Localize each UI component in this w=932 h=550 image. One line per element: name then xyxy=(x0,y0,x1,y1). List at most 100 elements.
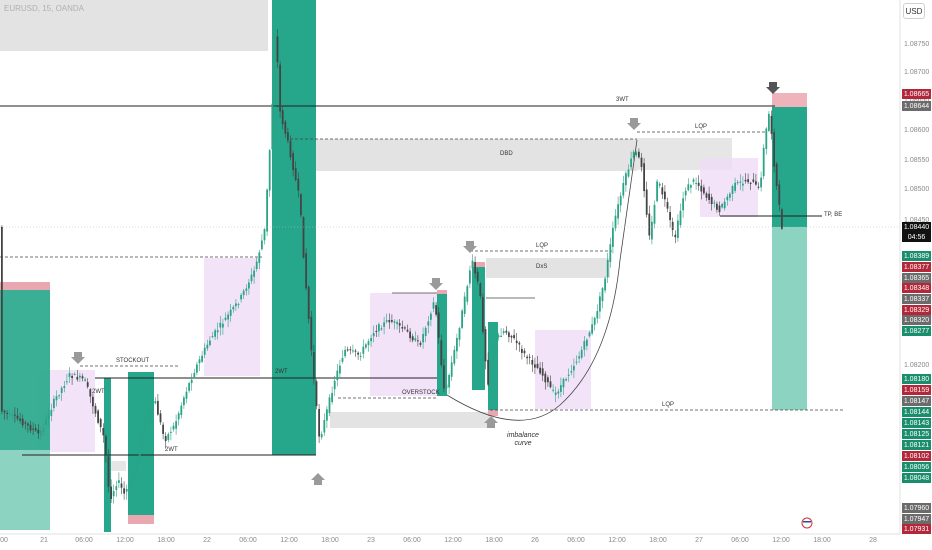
candle-body xyxy=(144,419,146,434)
candle-body xyxy=(661,187,664,195)
candle-body xyxy=(617,204,619,219)
candle-body xyxy=(149,406,151,414)
candle-body xyxy=(315,381,318,407)
candle-body xyxy=(110,486,112,500)
price-tag: 1.07960 xyxy=(902,503,931,513)
candle-body xyxy=(151,404,154,409)
label-3wt: 3WT xyxy=(616,97,629,103)
supply-zone-top-left xyxy=(0,0,268,51)
candle-body xyxy=(27,423,29,426)
arrow-down-icon xyxy=(71,352,85,364)
candle-body xyxy=(362,346,365,354)
candle-body xyxy=(138,446,141,457)
candle-body xyxy=(211,336,214,338)
candle-body xyxy=(521,348,523,353)
candle-body xyxy=(518,342,521,345)
label-dxs: DxS xyxy=(536,264,548,270)
time-tick-label: 00 xyxy=(0,537,8,544)
candle-body xyxy=(466,286,469,302)
candle-body xyxy=(430,313,432,320)
candle-body xyxy=(622,183,625,196)
candle-body xyxy=(32,428,34,430)
candle-body xyxy=(484,329,487,362)
candle-body xyxy=(419,342,422,345)
time-tick-label: 12:00 xyxy=(772,537,790,544)
candle-body xyxy=(180,405,183,416)
candle-body xyxy=(612,227,614,247)
candle-body xyxy=(424,327,427,336)
time-tick-label: 12:00 xyxy=(608,537,626,544)
label-2wt-low: 2WT xyxy=(165,447,178,453)
time-tick-label: 06:00 xyxy=(75,537,93,544)
demand-zone-overstock xyxy=(330,412,490,428)
candle-body xyxy=(757,186,760,188)
price-tag: 1.08125 xyxy=(902,429,931,439)
candle-body xyxy=(705,193,708,198)
candle-body xyxy=(679,210,682,225)
candle-body xyxy=(120,483,123,488)
flag-icon[interactable] xyxy=(801,517,813,529)
candle-body xyxy=(255,261,258,270)
candle-body xyxy=(721,203,723,208)
supply-zone-dbd xyxy=(290,139,637,171)
candle-body xyxy=(695,182,697,184)
candle-body xyxy=(599,296,601,312)
candle-body xyxy=(305,253,307,289)
green-zone-1b xyxy=(0,450,50,530)
position-green-top xyxy=(772,107,807,227)
candle-body xyxy=(346,349,349,351)
price-tag: 1.08377 xyxy=(902,262,931,272)
price-tag: 1.08147 xyxy=(902,396,931,406)
candle-body xyxy=(487,359,489,385)
candle-body xyxy=(331,392,333,403)
candle-body xyxy=(242,290,245,296)
candle-body xyxy=(479,283,482,297)
candle-body xyxy=(440,340,443,366)
imbalance-curve xyxy=(446,139,638,421)
candle-body xyxy=(552,389,554,391)
price-tag: 1.07947 xyxy=(902,514,931,524)
candle-body xyxy=(274,39,276,105)
candle-body xyxy=(310,316,313,351)
candle-body xyxy=(136,458,138,469)
red-cap-6 xyxy=(472,262,485,267)
time-tick-label: 18:00 xyxy=(157,537,175,544)
candle-body xyxy=(89,389,92,397)
demand-zone-small xyxy=(110,461,126,471)
candle-body xyxy=(159,413,162,423)
price-tag: 1.08644 xyxy=(902,101,931,111)
candle-body xyxy=(627,169,630,177)
candle-body xyxy=(570,371,573,373)
red-cap-5 xyxy=(437,290,447,294)
candle-body xyxy=(203,347,206,355)
candle-body xyxy=(45,418,47,425)
candle-body xyxy=(313,352,315,379)
candle-body xyxy=(674,234,677,238)
candle-body xyxy=(16,415,19,419)
price-tick-label: 1.08200 xyxy=(904,362,930,369)
price-tag: 1.08159 xyxy=(902,385,931,395)
candle-body xyxy=(352,350,354,352)
time-tick-label: 06:00 xyxy=(403,537,421,544)
candle-body xyxy=(170,431,172,433)
candle-body xyxy=(471,260,474,269)
candle-body xyxy=(588,332,591,337)
candle-body xyxy=(76,376,79,380)
candle-body xyxy=(68,373,71,378)
candle-body xyxy=(682,198,684,211)
candle-body xyxy=(66,381,68,383)
symbol-header: EURUSD, 15, OANDA xyxy=(4,4,85,13)
currency-button[interactable]: USD xyxy=(903,3,925,19)
candle-body xyxy=(658,183,661,186)
candle-body xyxy=(762,147,765,177)
candle-body xyxy=(583,341,586,350)
candle-body xyxy=(456,337,458,352)
price-tag: 1.08180 xyxy=(902,374,931,384)
candle-body xyxy=(775,163,778,186)
candle-body xyxy=(102,427,105,436)
price-tag: 1.08277 xyxy=(902,326,931,336)
candle-body xyxy=(157,400,159,415)
candle-body xyxy=(378,324,380,332)
candle-body xyxy=(664,191,666,200)
